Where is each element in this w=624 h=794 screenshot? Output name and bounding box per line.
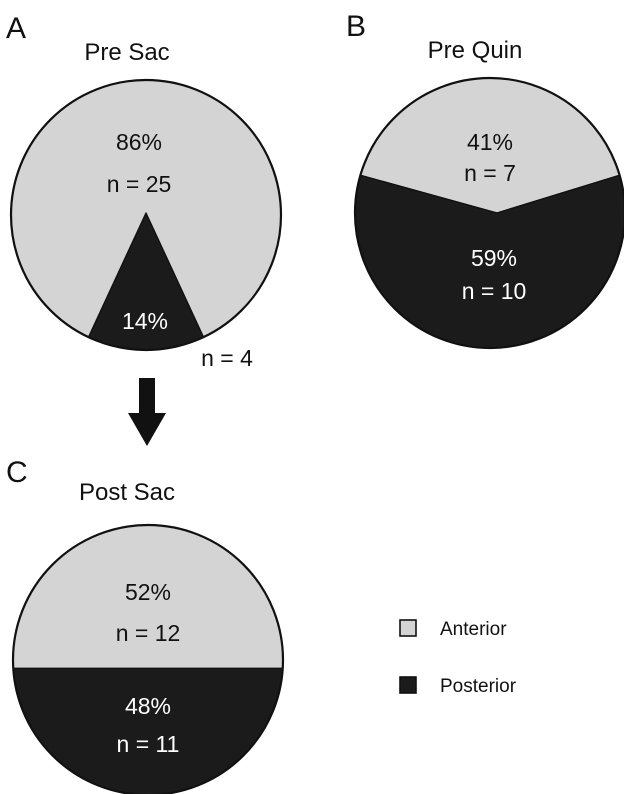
- legend-swatch-posterior: [399, 676, 417, 694]
- slice-n-pre-quin-anterior: n = 7: [464, 160, 516, 186]
- slice-percent-pre-sac-anterior: 86%: [116, 129, 162, 155]
- slice-n-pre-sac-posterior: n = 4: [201, 345, 253, 371]
- pie-chart-post-sac: 52% n = 12 48% n = 11: [11, 523, 285, 794]
- pie-outline-pre-sac: [9, 78, 283, 352]
- slice-n-post-sac-anterior: n = 12: [116, 620, 181, 646]
- panel-letter-b: B: [346, 10, 366, 43]
- slice-percent-post-sac-posterior: 48%: [125, 693, 171, 719]
- down-arrow-icon: [128, 378, 166, 446]
- slice-percent-post-sac-anterior: 52%: [125, 579, 171, 605]
- chart-title-pre-sac: Pre Sac: [84, 39, 169, 66]
- pie-outline-pre-quin: [353, 76, 624, 350]
- slice-n-pre-quin-posterior: n = 10: [462, 278, 527, 304]
- pie-outline-post-sac: [11, 523, 285, 794]
- pie-chart-pre-sac: 86% n = 25 14% n = 4: [9, 78, 283, 371]
- slice-percent-pre-sac-posterior: 14%: [122, 308, 168, 334]
- panel-letter-c: C: [6, 456, 28, 489]
- pie-chart-pre-quin: 41% n = 7 59% n = 10: [353, 76, 624, 350]
- chart-title-pre-quin: Pre Quin: [428, 37, 523, 64]
- panel-letter-a: A: [6, 12, 26, 45]
- slice-n-pre-sac-anterior: n = 25: [107, 171, 172, 197]
- slice-percent-pre-quin-anterior: 41%: [467, 129, 513, 155]
- legend-label-anterior: Anterior: [440, 619, 507, 640]
- slice-percent-pre-quin-posterior: 59%: [471, 245, 517, 271]
- legend-swatch-anterior: [399, 619, 417, 637]
- legend: Anterior Posterior: [399, 619, 517, 697]
- slice-n-post-sac-posterior: n = 11: [117, 731, 180, 757]
- legend-label-posterior: Posterior: [440, 676, 517, 697]
- chart-title-post-sac: Post Sac: [79, 479, 175, 506]
